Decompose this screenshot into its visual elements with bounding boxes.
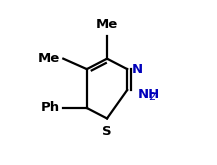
- Text: Ph: Ph: [41, 101, 60, 115]
- Text: N: N: [132, 63, 143, 76]
- Text: S: S: [102, 125, 112, 138]
- Text: NH: NH: [137, 88, 159, 101]
- Text: 2: 2: [148, 92, 155, 102]
- Text: Me: Me: [96, 18, 118, 31]
- Text: Me: Me: [38, 52, 60, 65]
